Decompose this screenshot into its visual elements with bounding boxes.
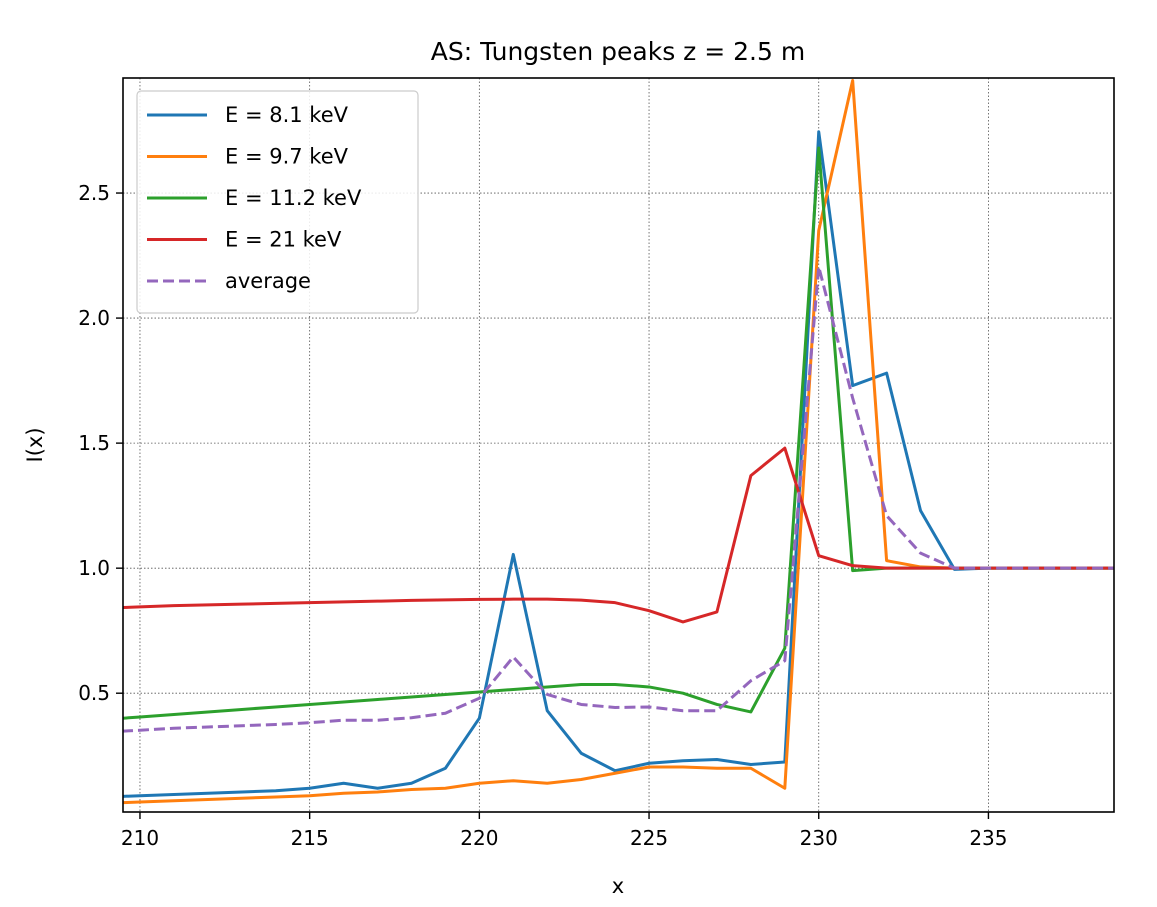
x-tick-label: 230 — [800, 826, 838, 850]
legend: E = 8.1 keV E = 9.7 keV E = 11.2 keV E = 21… — [136, 90, 419, 314]
x-tick-label: 220 — [460, 826, 498, 850]
y-tick-label: 1.0 — [78, 556, 110, 580]
x-tick-label: 225 — [630, 826, 668, 850]
legend-label-3: E = 21 keV — [225, 228, 342, 252]
x-tick-label: 215 — [291, 826, 329, 850]
legend-label-2: E = 11.2 keV — [225, 186, 362, 210]
y-tick-label: 2.0 — [78, 306, 110, 330]
series-group — [123, 79, 1114, 805]
y-tick-label: 1.5 — [78, 431, 110, 455]
plot-frame — [122, 77, 1115, 813]
y-tick-label: 2.5 — [78, 181, 110, 205]
legend-label-0: E = 8.1 keV — [225, 103, 349, 127]
chart-title: AS: Tungsten peaks z = 2.5 m — [431, 37, 805, 66]
legend-label-1: E = 9.7 keV — [225, 145, 349, 169]
x-axis-label: x — [612, 874, 624, 898]
y-tick-label: 0.5 — [78, 681, 110, 705]
x-tick-label: 210 — [121, 826, 159, 850]
axis-ticks: 210 215 220 225 230 235 0.5 1.0 1.5 2.0 2.5 — [78, 181, 1007, 850]
series-line-4 — [123, 265, 1114, 733]
legend-box — [136, 90, 419, 314]
y-axis-label: I(x) — [23, 427, 47, 462]
x-tick-label: 235 — [969, 826, 1007, 850]
legend-label-4: average — [225, 269, 311, 293]
